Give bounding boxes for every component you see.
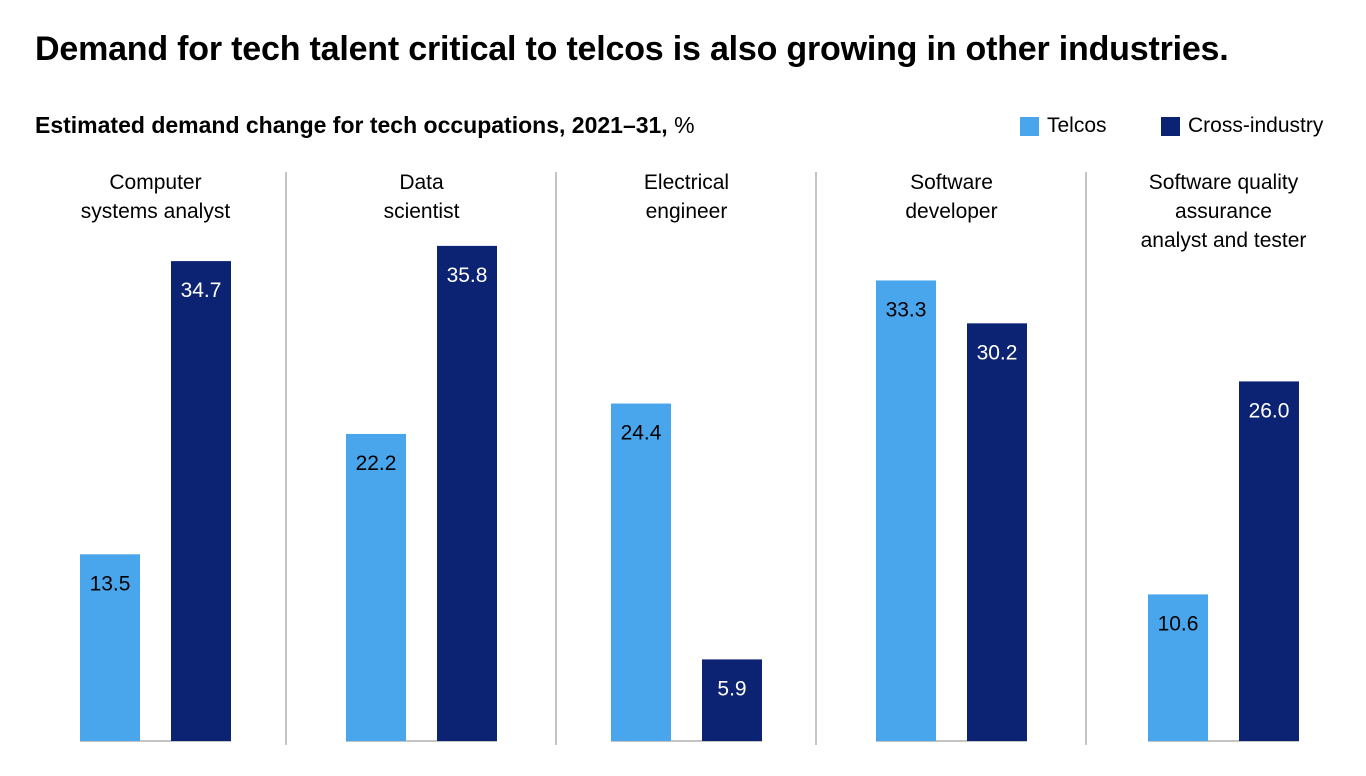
data-label: 10.6: [1158, 612, 1199, 635]
bar-cross-industry: [437, 245, 497, 742]
data-label: 5.9: [717, 677, 746, 700]
category-label: Data scientist: [292, 168, 552, 226]
bar-cross-industry: [967, 323, 1027, 741]
legend-telcos: Telcos: [1020, 114, 1107, 138]
category-label: Software developer: [822, 168, 1082, 226]
category-label: Electrical engineer: [557, 168, 817, 226]
category-label-line: Software quality: [1148, 171, 1299, 194]
subtitle-text: Estimated demand change for tech occupat…: [35, 112, 668, 138]
chart-title: Demand for tech talent critical to telco…: [35, 30, 1229, 68]
category-label-line: Software: [910, 171, 993, 194]
bar-cross-industry: [1239, 381, 1299, 741]
legend-swatch-cross-industry: [1161, 116, 1180, 136]
category-label-line: assurance: [1175, 200, 1272, 223]
bar-cross-industry: [702, 659, 762, 741]
data-label: 26.0: [1249, 399, 1290, 422]
data-label: 30.2: [977, 341, 1018, 364]
category-label: Software quality assurance analyst and tes…: [1094, 168, 1354, 255]
data-label: 34.7: [181, 279, 222, 302]
data-label: 35.8: [447, 264, 488, 287]
legend-label: Cross-industry: [1188, 114, 1324, 137]
data-label: 13.5: [90, 572, 131, 595]
legend-swatch-telcos: [1020, 116, 1039, 136]
bar-telcos: [1148, 594, 1208, 741]
bar-telcos: [876, 280, 936, 741]
legend-cross-industry: Cross-industry: [1161, 114, 1323, 138]
data-label: 24.4: [621, 422, 662, 445]
bar-telcos: [80, 554, 140, 741]
category-label-line: Data: [399, 171, 444, 194]
bar-cross-industry: [171, 261, 231, 741]
category-label-line: analyst and tester: [1140, 229, 1307, 252]
bar-telcos: [346, 433, 406, 741]
category-label-line: developer: [905, 200, 998, 223]
category-label-line: engineer: [645, 200, 728, 223]
bar-telcos: [611, 403, 671, 741]
data-label: 33.3: [886, 298, 927, 321]
chart-subtitle: Estimated demand change for tech occupat…: [35, 112, 695, 139]
category-label: Computer systems analyst: [26, 168, 286, 226]
subtitle-unit: %: [667, 112, 695, 138]
category-label-line: Computer: [109, 171, 202, 194]
category-label-line: systems analyst: [80, 200, 231, 223]
legend-label: Telcos: [1047, 114, 1107, 137]
category-label-line: Electrical: [643, 171, 730, 194]
category-label-line: scientist: [383, 200, 460, 223]
data-label: 22.2: [356, 452, 397, 475]
